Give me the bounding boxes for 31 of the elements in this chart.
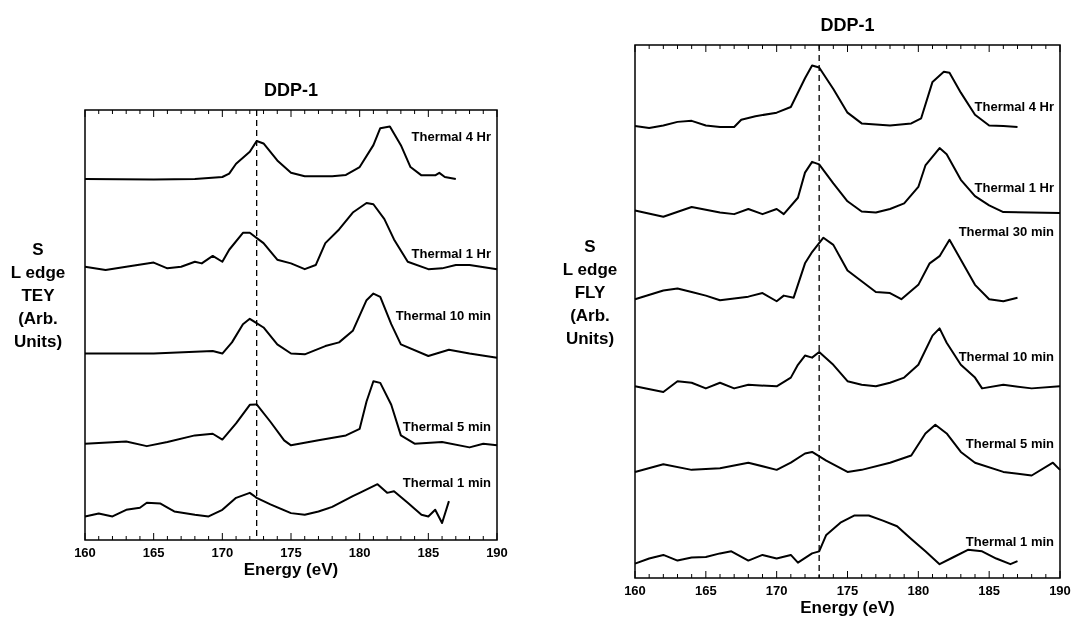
x-axis-title: Energy (eV) <box>243 560 339 579</box>
x-tick-label: 185 <box>978 583 1001 598</box>
series-label: Thermal 1 min <box>965 533 1055 549</box>
x-tick-label: 185 <box>417 545 440 560</box>
x-tick-label: 190 <box>1049 583 1071 598</box>
series-label: Thermal 10 min <box>395 308 492 324</box>
series-label: Thermal 5 min <box>402 419 492 435</box>
x-tick-label: 165 <box>142 545 165 560</box>
x-axis-title: Energy (eV) <box>800 598 895 617</box>
x-tick-label: 165 <box>694 583 717 598</box>
series-label: Thermal 30 min <box>958 223 1055 239</box>
x-tick-label: 190 <box>486 545 508 560</box>
x-tick-label: 180 <box>348 545 371 560</box>
x-tick-label: 160 <box>74 545 96 560</box>
series-label: Thermal 1 Hr <box>974 180 1054 196</box>
x-tick-label: 180 <box>907 583 930 598</box>
x-tick-label: 160 <box>624 583 646 598</box>
chart-title: DDP-1 <box>820 15 875 35</box>
chart-title: DDP-1 <box>263 80 319 100</box>
y-axis-title: S L edge TEY (Arb. Units) <box>10 240 66 351</box>
x-tick-label: 170 <box>765 583 788 598</box>
series-label: Thermal 5 min <box>965 435 1055 451</box>
series-label: Thermal 4 Hr <box>974 98 1054 114</box>
series-label: Thermal 10 min <box>958 348 1055 364</box>
x-tick-label: 175 <box>280 545 302 560</box>
x-tick-label: 175 <box>836 583 859 598</box>
series-label: Thermal 1 Hr <box>411 245 491 261</box>
legend-label: Thermal 4 Hr <box>411 129 491 145</box>
y-axis-title: S L edge FLY (Arb. Units) <box>562 237 618 348</box>
series-label: Thermal 1 min <box>402 475 492 491</box>
x-tick-label: 170 <box>211 545 234 560</box>
